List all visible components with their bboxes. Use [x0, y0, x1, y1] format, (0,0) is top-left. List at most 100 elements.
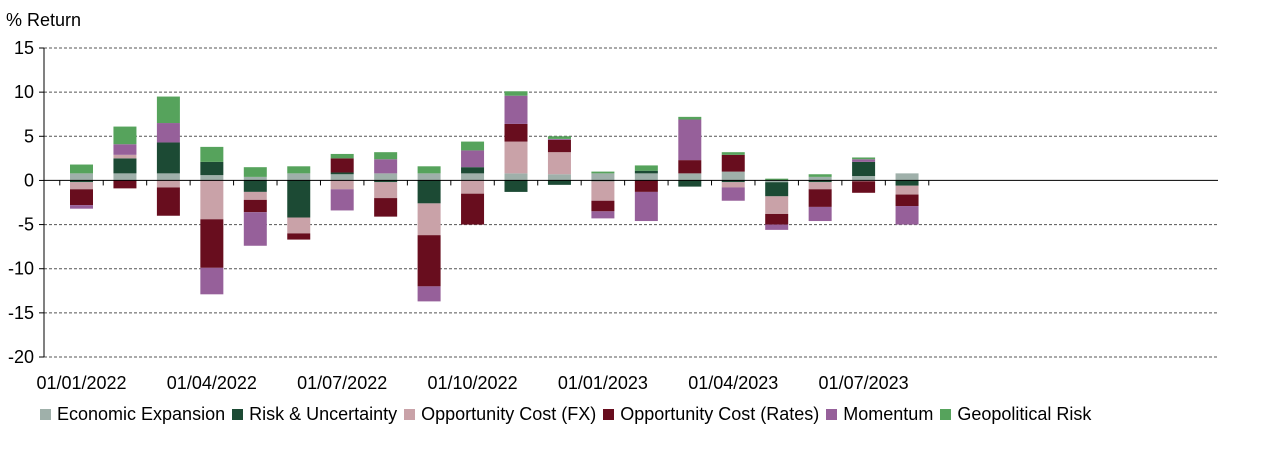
bar-segment: [547, 174, 571, 181]
bar-segment: [374, 198, 398, 217]
bar-segment: [417, 173, 441, 181]
y-tick-label: 10: [14, 82, 34, 102]
bar-segment: [374, 180, 398, 183]
legend-item: Opportunity Cost (Rates): [603, 404, 819, 425]
x-tick-label: 01/01/2022: [36, 373, 126, 393]
bar-segment: [547, 136, 571, 139]
legend-label: Economic Expansion: [57, 404, 226, 424]
bar-segment: [156, 96, 180, 124]
bar-segment: [70, 180, 93, 183]
bar-segment: [765, 213, 789, 225]
bar-segment: [808, 206, 832, 222]
legend-item: Momentum: [826, 404, 933, 425]
bar-segment: [417, 180, 441, 204]
bar-segment: [678, 180, 702, 187]
x-tick-label: 01/04/2023: [688, 373, 778, 393]
bar-segment: [895, 173, 919, 181]
bar-segment: [70, 205, 93, 209]
bar-segment: [156, 180, 180, 188]
y-axis-label: % Return: [6, 10, 81, 30]
bar-segment: [70, 182, 93, 190]
bar-segment: [287, 233, 311, 240]
bar-segment: [678, 116, 702, 120]
bar-segment: [808, 180, 832, 183]
x-tick-label: 01/07/2022: [297, 373, 387, 393]
bar-segment: [461, 193, 485, 225]
bar-segment: [721, 152, 745, 155]
legend-swatch: [603, 409, 615, 420]
bar-segment: [243, 180, 267, 192]
legend-swatch: [232, 409, 244, 420]
bar-segment: [504, 173, 528, 181]
bar-segment: [417, 203, 441, 236]
bar-segment: [113, 126, 137, 145]
bar-segment: [765, 180, 789, 183]
bar-segment: [156, 142, 180, 174]
bar-segment: [808, 176, 832, 181]
bar-segment: [243, 199, 267, 213]
bar-segment: [330, 158, 354, 173]
legend-label: Geopolitical Risk: [957, 404, 1092, 424]
bar-segment: [678, 119, 702, 161]
legend-item: Opportunity Cost (FX): [404, 404, 596, 425]
bar-segment: [591, 200, 615, 212]
bar-segment: [113, 158, 137, 174]
bar-segment: [330, 189, 354, 211]
bar-segment: [808, 174, 832, 177]
bar-segment: [200, 267, 224, 295]
gridlines: [39, 47, 1218, 358]
bar-segment: [243, 191, 267, 200]
bar-segment: [678, 160, 702, 174]
bar-segment: [765, 196, 789, 214]
legend: Economic Expansion Risk & Uncertainty Oppo…: [40, 404, 1098, 425]
bar-segment: [70, 189, 93, 206]
bar-segment: [721, 154, 745, 172]
x-tick-label: 01/10/2022: [428, 373, 518, 393]
bar-segment: [852, 161, 876, 177]
legend-label: Risk & Uncertainty: [249, 404, 398, 424]
bar-segment: [547, 138, 571, 140]
bar-segment: [634, 170, 658, 174]
bar-segment: [461, 167, 485, 174]
bar-segment: [461, 150, 485, 168]
y-tick-label: -10: [8, 259, 34, 279]
bar-segment: [374, 159, 398, 174]
bar-segment: [200, 219, 224, 268]
bar-segment: [200, 161, 224, 176]
y-tick-label: 15: [14, 38, 34, 58]
legend-swatch: [404, 409, 416, 420]
bar-segment: [200, 146, 224, 162]
bar-segment: [113, 180, 137, 189]
bar-segment: [287, 180, 311, 218]
bar-segment: [287, 166, 311, 174]
bar-segment: [330, 153, 354, 159]
bar-segment: [113, 144, 137, 155]
legend-label: Momentum: [843, 404, 934, 424]
bar-segment: [113, 173, 137, 181]
legend-swatch: [826, 409, 838, 420]
bar-segment: [330, 172, 354, 175]
bar-segment: [808, 182, 832, 190]
bar-segment: [591, 211, 615, 219]
bar-segment: [765, 224, 789, 230]
bar-segment: [721, 171, 745, 181]
bar-segment: [721, 182, 745, 188]
bar-segment: [547, 180, 571, 185]
bar-segment: [200, 180, 224, 220]
bar-segment: [895, 206, 919, 225]
bar-segment: [156, 187, 180, 216]
bar-segment: [243, 176, 267, 181]
bar-segment: [374, 152, 398, 160]
bar-segment: [200, 175, 224, 181]
bar-segment: [634, 165, 658, 171]
bar-segment: [243, 167, 267, 177]
bar-segment: [417, 166, 441, 174]
y-tick-label: -20: [8, 347, 34, 367]
legend-item: Risk & Uncertainty: [232, 404, 397, 425]
bar-segment: [504, 180, 528, 192]
legend-swatch: [940, 409, 952, 420]
bar-segment: [461, 180, 485, 194]
bar-segment: [547, 139, 571, 153]
bar-segment: [504, 95, 528, 124]
